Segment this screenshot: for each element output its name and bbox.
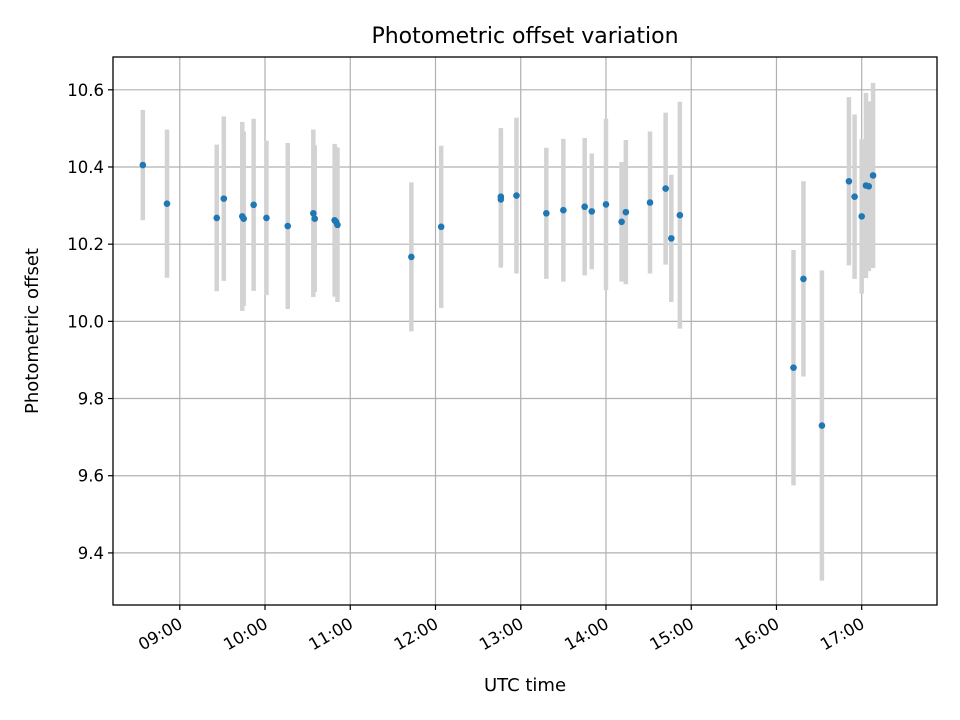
plot-frame	[112, 56, 938, 606]
data-point	[869, 172, 877, 179]
data-point	[790, 364, 797, 371]
data-point	[163, 200, 171, 207]
data-point	[240, 215, 248, 222]
data-point	[213, 214, 221, 222]
data-point	[602, 201, 610, 208]
data-point	[334, 221, 341, 229]
data-point	[646, 199, 654, 206]
x-axis-label: UTC time	[484, 675, 566, 696]
error-bars	[140, 82, 876, 581]
data-point	[437, 223, 445, 231]
data-point	[497, 196, 505, 203]
data-point	[845, 177, 853, 185]
data-point	[250, 201, 257, 209]
y-tick-label: 10.2	[67, 235, 104, 254]
data-point	[858, 213, 866, 220]
x-tick-label: 12:00	[391, 614, 442, 654]
chart-title: Photometric offset variation	[371, 24, 678, 49]
data-point	[220, 195, 228, 202]
data-point	[818, 422, 826, 429]
data-points	[139, 161, 877, 429]
x-tick-label: 10:00	[220, 614, 271, 654]
x-tick-label: 15:00	[647, 614, 698, 654]
y-tick-label: 9.6	[78, 467, 104, 486]
data-point	[139, 161, 147, 169]
data-point	[310, 209, 317, 217]
y-tick-label: 9.8	[78, 390, 104, 409]
data-point	[284, 222, 292, 230]
x-tick-label: 09:00	[135, 614, 186, 654]
x-tick-label: 17:00	[817, 614, 868, 654]
data-point	[662, 185, 669, 192]
data-point	[618, 218, 625, 226]
data-point	[622, 208, 630, 216]
data-point	[408, 253, 415, 261]
data-point	[581, 203, 588, 211]
x-tick-label: 14:00	[561, 614, 612, 654]
y-tick-label: 9.4	[78, 544, 104, 563]
x-tick-label: 13:00	[476, 614, 527, 654]
y-tick-label: 10.4	[67, 158, 104, 177]
data-point	[676, 211, 684, 219]
data-point	[311, 215, 319, 222]
x-tick-label: 16:00	[732, 614, 783, 654]
x-tick-label: 11:00	[306, 614, 357, 654]
y-axis-label: Photometric offset	[22, 248, 43, 414]
grid-lines	[113, 57, 937, 605]
data-point	[851, 193, 858, 201]
y-tick-label: 10.0	[67, 312, 104, 331]
data-point	[668, 235, 675, 242]
data-point	[800, 275, 807, 283]
data-point	[560, 206, 567, 214]
data-point	[513, 192, 520, 199]
data-point	[263, 214, 270, 222]
y-tick-label: 10.6	[67, 81, 104, 100]
data-point	[543, 209, 550, 217]
data-point	[865, 182, 873, 190]
data-point	[588, 208, 596, 215]
